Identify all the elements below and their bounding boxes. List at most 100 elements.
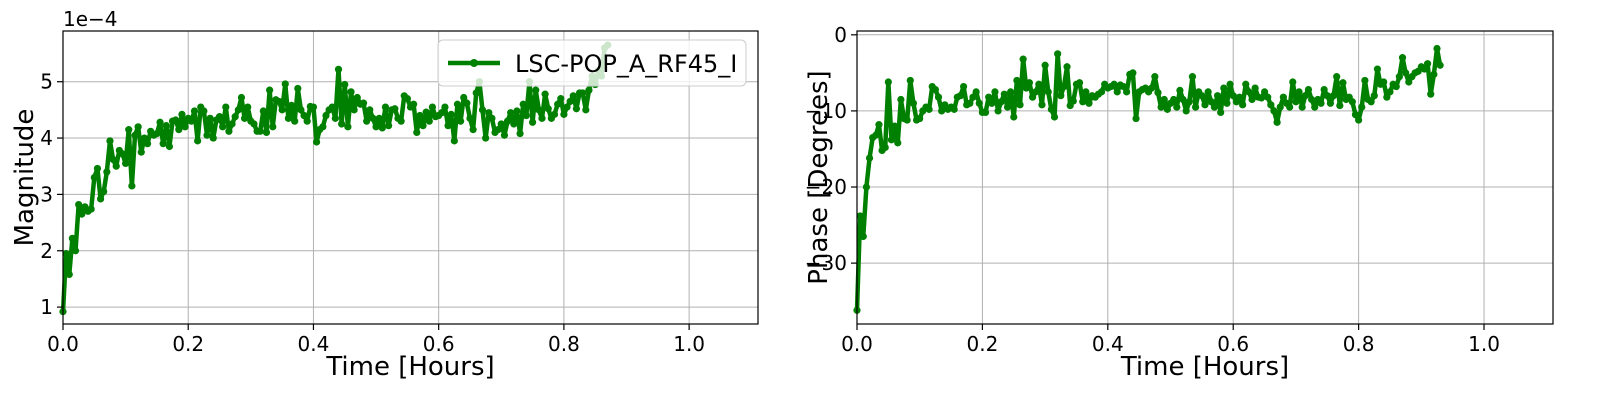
data-point	[237, 93, 246, 102]
data-point	[403, 95, 411, 103]
data-point	[538, 114, 546, 122]
data-point	[450, 137, 458, 145]
data-point	[1226, 80, 1234, 88]
data-point	[1057, 92, 1065, 100]
data-point	[125, 126, 133, 134]
data-point	[344, 123, 352, 131]
data-point	[303, 117, 311, 125]
data-point	[203, 131, 211, 139]
data-point	[554, 100, 562, 108]
data-point	[181, 123, 189, 131]
data-point	[500, 131, 509, 139]
data-point	[438, 109, 446, 117]
data-point	[162, 122, 170, 130]
data-point	[1179, 95, 1187, 104]
data-point	[906, 76, 914, 85]
y-tick-label: −30	[805, 251, 847, 275]
data-point	[969, 93, 977, 101]
data-point	[156, 118, 164, 126]
data-point	[516, 129, 524, 138]
data-point	[341, 80, 349, 89]
data-point	[200, 107, 208, 115]
data-point	[100, 187, 108, 196]
data-point	[1191, 103, 1200, 111]
data-point	[219, 123, 227, 131]
data-point	[1373, 65, 1382, 73]
data-point	[1213, 92, 1222, 100]
y-axis-label: Phase [Degrees]	[804, 70, 834, 284]
data-point	[988, 99, 996, 107]
data-point	[563, 103, 571, 111]
data-point	[1047, 105, 1055, 113]
data-point	[497, 120, 505, 128]
data-point	[347, 88, 355, 96]
data-point	[460, 93, 468, 102]
data-point	[1019, 55, 1027, 63]
data-point	[134, 123, 142, 131]
data-point	[1298, 103, 1306, 111]
data-point	[1079, 98, 1087, 106]
data-point	[222, 103, 230, 111]
data-point	[259, 107, 267, 115]
data-point	[925, 105, 933, 113]
data-point	[1367, 98, 1375, 106]
data-point	[859, 232, 867, 241]
data-point	[1380, 78, 1388, 86]
x-tick-label: 0.0	[841, 332, 873, 356]
legend-label: LSC-POP_A_RF45_I	[515, 50, 737, 78]
data-point	[1307, 95, 1316, 104]
data-point	[275, 97, 283, 106]
data-point	[1405, 78, 1413, 86]
data-point	[1220, 84, 1228, 92]
x-tick-label: 0.4	[1092, 332, 1124, 356]
data-point	[938, 107, 946, 115]
data-point	[1163, 105, 1171, 113]
y-tick-label: 4	[40, 126, 53, 150]
data-point	[1257, 94, 1266, 102]
data-point	[557, 95, 565, 103]
data-point	[1210, 103, 1219, 111]
data-point	[359, 99, 368, 107]
data-point	[194, 137, 202, 145]
data-point	[1229, 92, 1237, 100]
data-point	[494, 126, 502, 134]
data-point	[1050, 113, 1059, 121]
data-point	[972, 88, 980, 96]
data-point	[266, 86, 274, 94]
data-point	[1317, 99, 1325, 107]
data-point	[862, 183, 871, 191]
data-point	[1430, 70, 1438, 78]
legend: LSC-POP_A_RF45_I	[437, 39, 747, 87]
data-point	[1007, 88, 1015, 96]
data-point	[1323, 92, 1331, 100]
data-point	[1276, 103, 1284, 111]
data-point	[1245, 88, 1253, 96]
data-point	[1016, 101, 1024, 109]
plot-frame	[856, 30, 1554, 325]
data-point	[934, 93, 943, 101]
data-point	[397, 117, 405, 125]
data-point	[975, 99, 983, 107]
data-point	[560, 110, 568, 118]
data-point	[579, 89, 587, 97]
data-point	[544, 105, 552, 113]
data-point	[328, 103, 336, 111]
data-point	[416, 111, 424, 120]
data-point	[997, 98, 1005, 106]
data-point	[1286, 103, 1294, 111]
data-point	[1223, 99, 1231, 107]
data-point	[1110, 80, 1118, 88]
data-point	[1075, 79, 1084, 87]
data-point	[478, 106, 487, 114]
data-point	[1251, 84, 1259, 92]
legend-box	[437, 39, 747, 87]
data-point	[872, 131, 880, 139]
data-point	[215, 113, 224, 121]
data-point	[916, 114, 924, 123]
data-point	[363, 117, 371, 125]
data-point	[1185, 98, 1193, 106]
data-point	[291, 117, 299, 125]
data-point	[1082, 88, 1090, 96]
data-point	[1119, 82, 1128, 91]
